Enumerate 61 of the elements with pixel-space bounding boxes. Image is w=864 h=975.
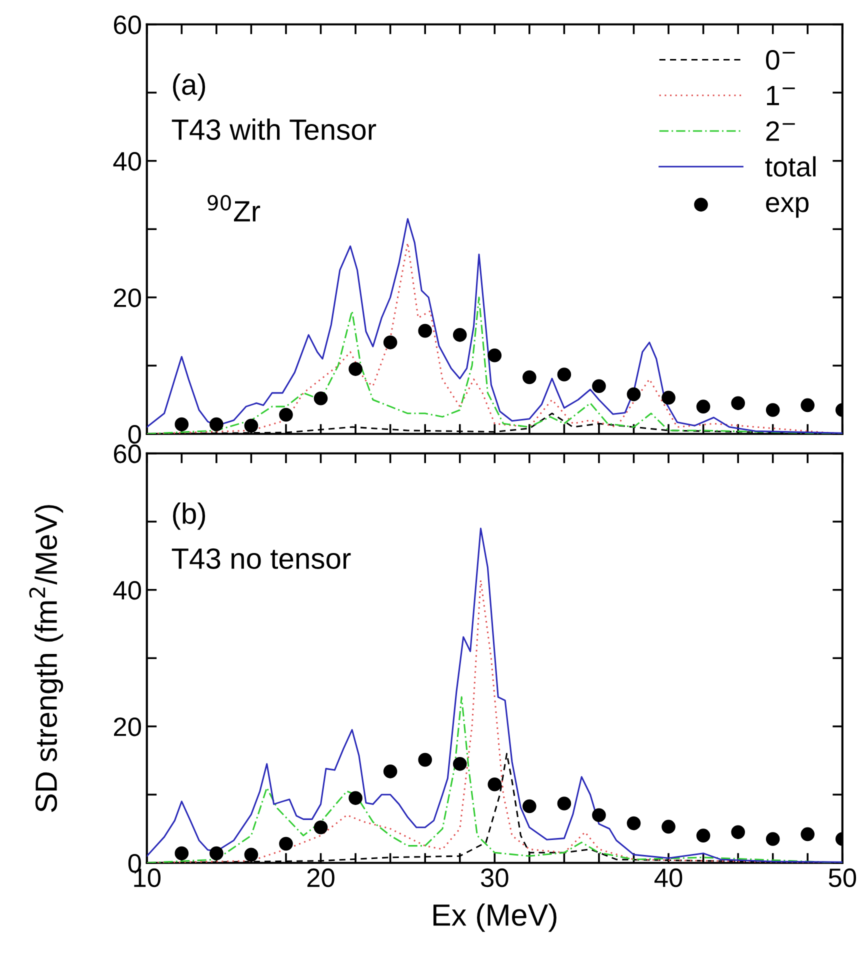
y-axis-title: SD strength (fm$^{2}$/MeV) <box>29 505 64 812</box>
point <box>557 368 572 382</box>
y-tick-label: 20 <box>114 718 141 736</box>
point <box>279 408 293 422</box>
point <box>174 417 189 432</box>
point <box>244 418 258 433</box>
y-tick-label: 60 <box>114 444 141 464</box>
legend-label: exp <box>766 197 809 218</box>
y-tick-label: 0 <box>128 425 141 444</box>
x-tick-label: 50 <box>828 868 856 888</box>
point <box>348 362 362 376</box>
point <box>592 379 606 394</box>
annotation: T43 no tensor <box>172 548 351 569</box>
point <box>210 417 224 432</box>
y-tick-label: 20 <box>114 288 141 308</box>
point <box>174 846 189 860</box>
point <box>800 827 815 842</box>
point <box>696 828 710 842</box>
legend-label: total <box>765 156 816 177</box>
point <box>348 791 362 805</box>
point <box>279 836 293 851</box>
point <box>210 846 224 860</box>
legend-label: 0$^{−}$ <box>766 50 795 70</box>
point <box>452 757 467 771</box>
point <box>592 808 606 822</box>
point <box>522 370 536 384</box>
point <box>662 820 676 834</box>
annotation: $^{90}$Zr <box>208 195 260 222</box>
x-tick-label: 40 <box>654 868 682 888</box>
y-tick-label: 40 <box>113 152 141 171</box>
x-tick-label: 30 <box>480 868 508 888</box>
point <box>244 848 258 862</box>
point <box>696 400 710 414</box>
point <box>626 816 641 830</box>
point <box>557 796 572 810</box>
point <box>418 752 432 767</box>
point <box>731 825 745 840</box>
point <box>383 336 398 350</box>
point <box>522 799 536 814</box>
legend-label: 2$^{−}$ <box>766 121 795 141</box>
point <box>662 390 676 405</box>
legend-label: 1$^{−}$ <box>767 86 795 106</box>
point <box>731 396 745 410</box>
annotation: T43 with Tensor <box>172 118 376 140</box>
point <box>626 387 641 402</box>
annotation: (a) <box>173 74 206 101</box>
point <box>766 403 780 417</box>
point <box>383 764 398 778</box>
point <box>488 777 502 792</box>
annotation: (b) <box>173 502 206 530</box>
point <box>766 832 780 846</box>
point <box>488 348 502 362</box>
point <box>314 820 328 834</box>
point <box>452 328 467 342</box>
x-tick-label: 20 <box>307 868 334 888</box>
point <box>800 398 815 412</box>
y-tick-label: 60 <box>114 16 141 34</box>
x-axis-title: Ex (MeV) <box>433 903 556 932</box>
point <box>314 391 328 406</box>
y-tick-label: 40 <box>113 581 141 600</box>
point <box>418 324 432 338</box>
